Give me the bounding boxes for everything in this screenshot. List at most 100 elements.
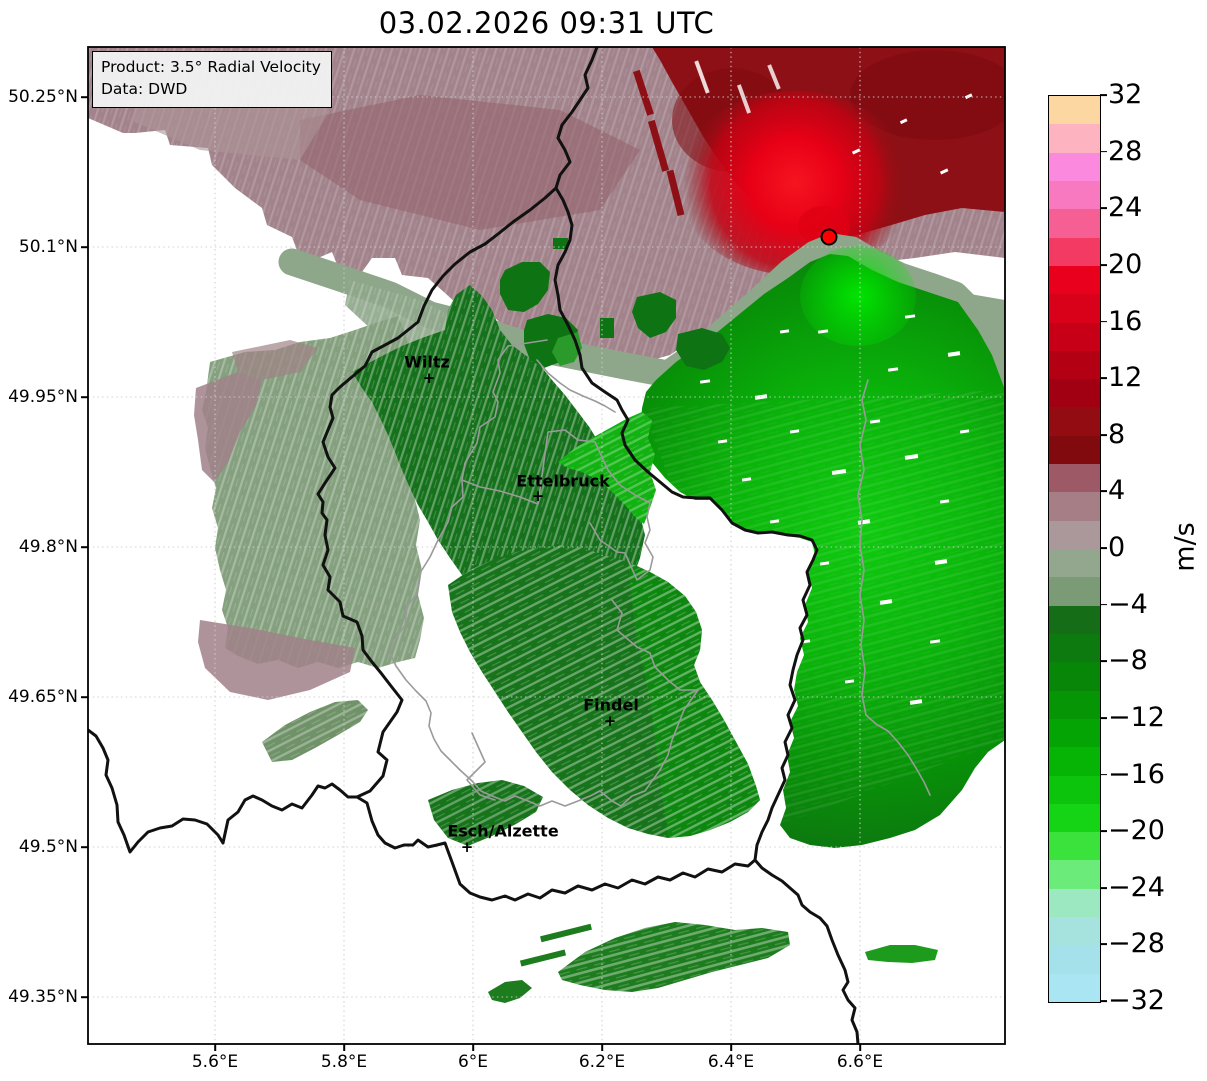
colorbar-segment-30 <box>1049 945 1100 973</box>
y-tick-label-4: 49.65°N <box>2 687 78 707</box>
product-info-box: Product: 3.5° Radial Velocity Data: DWD <box>92 51 332 108</box>
colorbar-segment-8 <box>1049 323 1100 351</box>
colorbar-segment-22 <box>1049 719 1100 747</box>
x-tick-label-4: 6.4°E <box>708 1052 754 1072</box>
y-tick-label-5: 49.5°N <box>2 837 78 857</box>
city-marker-esch-alzette: + <box>461 840 474 855</box>
x-tick-label-3: 6.2°E <box>579 1052 625 1072</box>
colorbar-segment-11 <box>1049 407 1100 435</box>
y-tick-label-1: 50.1°N <box>2 237 78 257</box>
x-tick-label-5: 6.6°E <box>837 1052 883 1072</box>
x-tick-mark-3 <box>601 1044 603 1051</box>
colorbar-tick-label-6: 8 <box>1108 419 1125 450</box>
colorbar-gradient <box>1048 95 1101 1003</box>
y-tick-label-2: 49.95°N <box>2 387 78 407</box>
colorbar-segment-5 <box>1049 238 1100 266</box>
colorbar-tick-mark-9 <box>1100 604 1107 606</box>
x-tick-mark-5 <box>859 1044 861 1051</box>
colorbar-tick-mark-14 <box>1100 887 1107 889</box>
colorbar-tick-label-15: −28 <box>1108 928 1165 959</box>
y-tick-label-0: 50.25°N <box>2 87 78 107</box>
colorbar-tick-mark-7 <box>1100 490 1107 492</box>
colorbar-segment-13 <box>1049 464 1100 492</box>
colorbar-segment-25 <box>1049 804 1100 832</box>
colorbar-tick-label-16: −32 <box>1108 985 1165 1016</box>
colorbar-tick-label-7: 4 <box>1108 475 1125 506</box>
colorbar-tick-label-8: 0 <box>1108 532 1125 563</box>
colorbar-segment-16 <box>1049 549 1100 577</box>
colorbar-segment-20 <box>1049 662 1100 690</box>
y-tick-mark-5 <box>81 846 88 848</box>
colorbar-segment-18 <box>1049 606 1100 634</box>
colorbar-segment-21 <box>1049 691 1100 719</box>
x-tick-label-1: 5.8°E <box>321 1052 367 1072</box>
colorbar-tick-mark-3 <box>1100 264 1107 266</box>
colorbar-tick-label-3: 20 <box>1108 249 1142 280</box>
colorbar-segment-10 <box>1049 379 1100 407</box>
x-tick-label-0: 5.6°E <box>192 1052 238 1072</box>
colorbar-segment-15 <box>1049 521 1100 549</box>
colorbar-tick-mark-2 <box>1100 207 1107 209</box>
colorbar-segment-23 <box>1049 747 1100 775</box>
x-tick-mark-4 <box>730 1044 732 1051</box>
city-marker-wiltz: + <box>423 371 436 386</box>
colorbar-tick-label-10: −8 <box>1108 645 1148 676</box>
colorbar-segment-7 <box>1049 294 1100 322</box>
colorbar-segment-9 <box>1049 351 1100 379</box>
y-tick-mark-6 <box>81 996 88 998</box>
colorbar-segment-31 <box>1049 974 1100 1002</box>
colorbar-segment-0 <box>1049 96 1100 124</box>
radar-map <box>0 0 1207 1081</box>
colorbar-tick-mark-10 <box>1100 660 1107 662</box>
colorbar-tick-mark-13 <box>1100 830 1107 832</box>
colorbar-segment-3 <box>1049 181 1100 209</box>
y-tick-label-3: 49.8°N <box>2 537 78 557</box>
colorbar-tick-mark-16 <box>1100 1000 1107 1002</box>
colorbar-segment-12 <box>1049 436 1100 464</box>
y-tick-mark-2 <box>81 396 88 398</box>
colorbar-tick-label-4: 16 <box>1108 305 1142 336</box>
x-tick-mark-0 <box>214 1044 216 1051</box>
city-label-findel: Findel <box>583 696 639 715</box>
colorbar-tick-label-5: 12 <box>1108 362 1142 393</box>
data-source-line: Data: DWD <box>101 78 321 100</box>
colorbar-tick-mark-8 <box>1100 547 1107 549</box>
city-label-ettelbruck: Ettelbruck <box>516 472 609 491</box>
x-tick-mark-1 <box>343 1044 345 1051</box>
colorbar-tick-mark-4 <box>1100 321 1107 323</box>
product-line: Product: 3.5° Radial Velocity <box>101 56 321 78</box>
colorbar-tick-mark-5 <box>1100 377 1107 379</box>
colorbar-tick-mark-11 <box>1100 717 1107 719</box>
y-tick-mark-0 <box>81 96 88 98</box>
radar-site-marker <box>822 230 837 245</box>
city-marker-findel: + <box>604 714 617 729</box>
colorbar-tick-label-2: 24 <box>1108 192 1142 223</box>
city-marker-ettelbruck: + <box>532 489 545 504</box>
colorbar-segment-24 <box>1049 776 1100 804</box>
colorbar-segment-4 <box>1049 209 1100 237</box>
colorbar-tick-mark-12 <box>1100 774 1107 776</box>
colorbar-tick-mark-15 <box>1100 943 1107 945</box>
colorbar-tick-label-11: −12 <box>1108 702 1165 733</box>
x-tick-label-2: 6°E <box>458 1052 488 1072</box>
colorbar-segment-17 <box>1049 577 1100 605</box>
y-tick-mark-1 <box>81 246 88 248</box>
colorbar-segment-27 <box>1049 860 1100 888</box>
colorbar-tick-label-14: −24 <box>1108 872 1165 903</box>
colorbar-tick-label-0: 32 <box>1108 79 1142 110</box>
colorbar-segment-26 <box>1049 832 1100 860</box>
colorbar-segment-1 <box>1049 124 1100 152</box>
colorbar-tick-mark-1 <box>1100 151 1107 153</box>
colorbar-tick-mark-6 <box>1100 434 1107 436</box>
x-tick-mark-2 <box>472 1044 474 1051</box>
colorbar-tick-label-1: 28 <box>1108 136 1142 167</box>
colorbar-segment-2 <box>1049 153 1100 181</box>
colorbar-tick-mark-0 <box>1100 94 1107 96</box>
colorbar-segment-29 <box>1049 917 1100 945</box>
colorbar-tick-label-12: −16 <box>1108 758 1165 789</box>
colorbar-tick-label-9: −4 <box>1108 589 1148 620</box>
radar-figure: 03.02.2026 09:31 UTC <box>0 0 1207 1081</box>
colorbar-segment-6 <box>1049 266 1100 294</box>
y-tick-label-6: 49.35°N <box>2 987 78 1007</box>
colorbar-segment-14 <box>1049 492 1100 520</box>
